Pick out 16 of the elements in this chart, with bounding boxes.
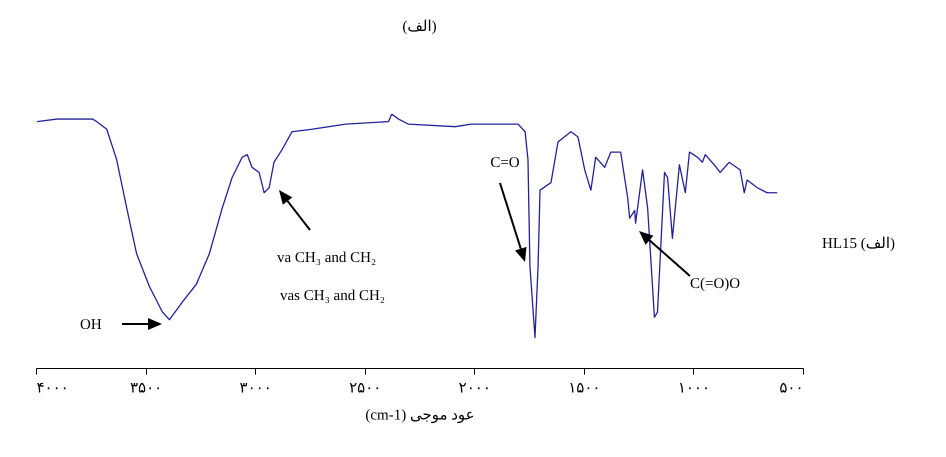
x-tick-label: ۵۰۰ xyxy=(779,380,804,396)
x-tick-label: ۱۵۰۰ xyxy=(568,380,600,396)
x-axis-title: (cm-1) عود موجی xyxy=(365,408,475,424)
annotation: OH xyxy=(80,317,102,333)
annotation: vas CH₃ and CH₂ xyxy=(280,288,386,304)
x-tick-label: ۳۰۰۰ xyxy=(240,380,272,396)
text: HL15 (الف) xyxy=(822,236,896,252)
annotation: va CH₃ and CH₂ xyxy=(277,250,376,266)
chart-title: (الف) xyxy=(402,19,437,35)
annotation: C(=O)O xyxy=(690,276,740,292)
x-tick-label: ۲۵۰۰ xyxy=(349,380,382,396)
x-tick-label: ۲۰۰۰ xyxy=(458,380,491,396)
x-tick-label: ۱۰۰۰ xyxy=(678,380,710,396)
x-tick-label: ۴۰۰۰ xyxy=(36,380,69,396)
x-tick-label: ۳۵۰۰ xyxy=(130,380,162,396)
annotation: C=O xyxy=(490,155,520,171)
